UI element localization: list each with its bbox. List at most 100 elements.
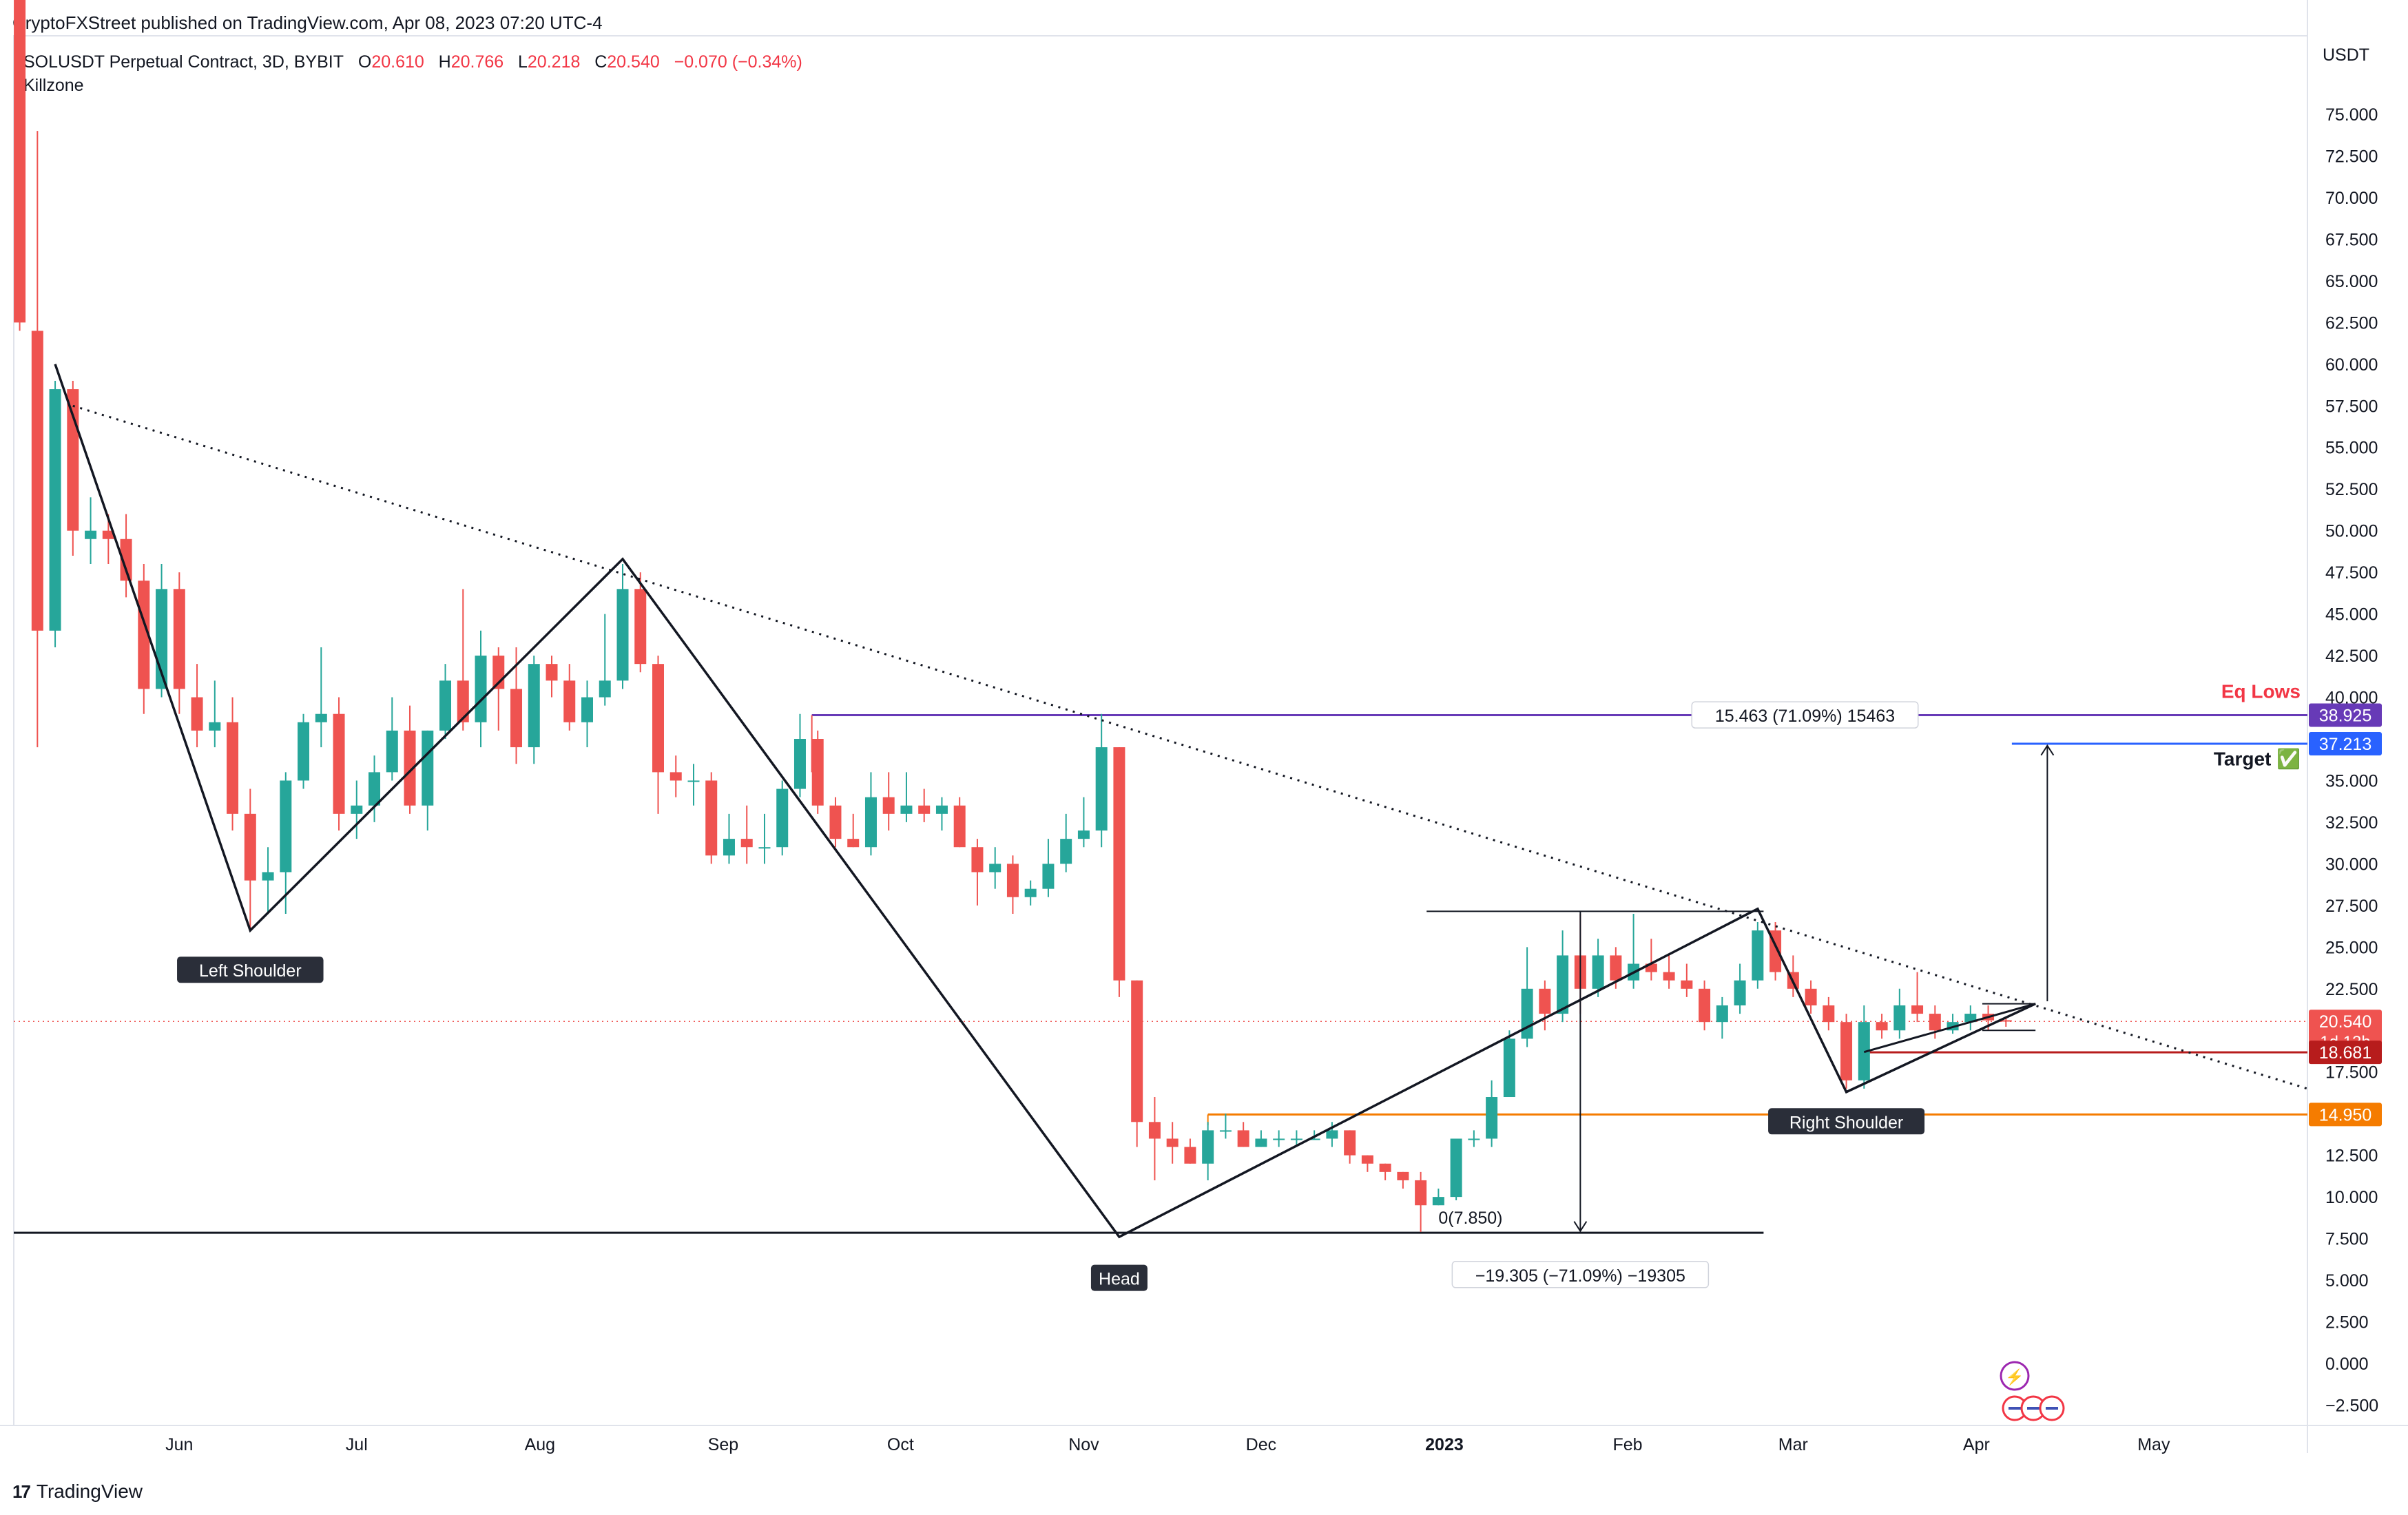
y-tick-label: 70.000	[2325, 189, 2378, 208]
plot-frame	[13, 35, 2308, 1426]
close-label: C	[594, 52, 608, 72]
candle-body	[811, 739, 824, 806]
y-tick-label: 57.500	[2325, 397, 2378, 416]
candle-body	[1964, 1014, 1977, 1023]
measure-down-arrowhead	[1573, 1221, 1588, 1233]
candle	[847, 813, 860, 848]
support-red-price-tag: 18.681	[2309, 1041, 2382, 1065]
candle	[262, 847, 274, 914]
x-tick-label: Jul	[346, 1435, 368, 1454]
candle-body	[1823, 1005, 1835, 1023]
candle	[1663, 955, 1675, 989]
candle-body	[1415, 1180, 1427, 1206]
candle	[864, 772, 877, 856]
candle	[298, 713, 310, 789]
candle-body	[1006, 864, 1019, 897]
target-price-tag-text: 37.213	[2319, 735, 2371, 754]
measure-down-label-text: −19.305 (−71.09%) −19305	[1475, 1266, 1685, 1286]
candle-body	[1486, 1097, 1498, 1139]
candle	[1166, 1122, 1179, 1164]
candle-body	[1290, 1138, 1302, 1140]
x-tick-label: Dec	[1246, 1435, 1276, 1454]
candle-body	[1219, 1130, 1232, 1132]
events-icon: ⚡	[2000, 1361, 2065, 1421]
candle	[120, 514, 132, 598]
candle-body	[776, 788, 789, 848]
y-tick-label: 65.000	[2325, 272, 2378, 291]
candle	[989, 847, 1001, 889]
candle	[209, 680, 221, 748]
candle	[1699, 980, 1711, 1031]
candle	[687, 764, 700, 806]
candle	[1202, 1122, 1214, 1180]
candle	[49, 380, 61, 647]
candle	[1557, 930, 1569, 1023]
x-tick-label: Aug	[525, 1435, 555, 1454]
measure-up-arrowhead	[2040, 744, 2055, 756]
candle-body	[528, 664, 540, 748]
candle	[1184, 1138, 1196, 1164]
candle	[1929, 1005, 1941, 1039]
candle-body	[1077, 830, 1090, 839]
candle	[244, 788, 256, 931]
candle-body	[1202, 1130, 1214, 1164]
candle-body	[616, 589, 629, 681]
y-tick-label: 60.000	[2325, 355, 2378, 375]
x-tick-label: 2023	[1425, 1435, 1464, 1454]
candle	[1947, 1014, 1959, 1034]
support-red-price-tag-text: 18.681	[2319, 1043, 2371, 1063]
candle	[1521, 947, 1533, 1047]
candle	[1415, 1171, 1427, 1232]
candle-body	[723, 839, 735, 856]
candle-body	[1663, 972, 1675, 981]
currency-label: USDT	[2323, 45, 2369, 65]
x-tick-label: Feb	[1612, 1435, 1642, 1454]
candle	[811, 730, 824, 814]
candle-body	[404, 730, 416, 806]
candle-body	[386, 730, 398, 773]
y-tick-label: 22.500	[2325, 980, 2378, 999]
candle-body	[439, 680, 452, 731]
candle-body	[422, 730, 434, 806]
x-tick-label: Oct	[887, 1435, 914, 1454]
candle	[1539, 980, 1551, 1031]
candle	[1876, 1014, 1888, 1039]
head-label-text: Head	[1099, 1270, 1140, 1289]
lightning-icon	[2000, 1361, 2030, 1391]
change-value: −0.070 (−0.34%)	[674, 52, 802, 72]
head-label: Head	[1090, 1264, 1148, 1291]
y-tick-label: 2.500	[2325, 1313, 2369, 1333]
measure-up-label: 15.463 (71.09%) 15463	[1691, 701, 1919, 729]
wedge-lower-line	[1863, 1003, 2036, 1054]
candle	[138, 564, 150, 714]
candle	[1716, 996, 1728, 1039]
candle	[1237, 1122, 1249, 1147]
open-value: 20.610	[371, 52, 424, 72]
candle	[670, 755, 682, 797]
candle-body	[1379, 1163, 1391, 1172]
candle	[829, 797, 842, 848]
published-header: CryptoFXStreet published on TradingView.…	[12, 12, 603, 33]
candle-body	[315, 713, 327, 722]
candle-body	[209, 722, 221, 731]
indicator-legend[interactable]: Killzone	[23, 76, 84, 95]
eq-lows-price-tag: 38.925	[2309, 703, 2382, 727]
candle-body	[864, 797, 877, 848]
candle-body	[989, 864, 1001, 873]
tradingview-footer: 17 TradingView	[12, 1481, 143, 1503]
x-tick-label: Sep	[708, 1435, 738, 1454]
candle-body	[1095, 747, 1108, 831]
y-tick-label: 25.000	[2325, 938, 2378, 957]
candle	[1290, 1130, 1302, 1147]
high-value: 20.766	[450, 52, 504, 72]
symbol-name[interactable]: SOLUSDT Perpetual Contract, 3D, BYBIT	[23, 52, 344, 72]
candle-body	[2000, 1020, 2012, 1022]
measure-up-label-text: 15.463 (71.09%) 15463	[1715, 707, 1895, 726]
left-shoulder-label-text: Left Shoulder	[199, 961, 302, 981]
candle	[1326, 1122, 1338, 1147]
candle	[280, 772, 292, 914]
candle	[227, 697, 239, 831]
candle-body	[740, 839, 753, 848]
candle	[1734, 963, 1746, 1014]
